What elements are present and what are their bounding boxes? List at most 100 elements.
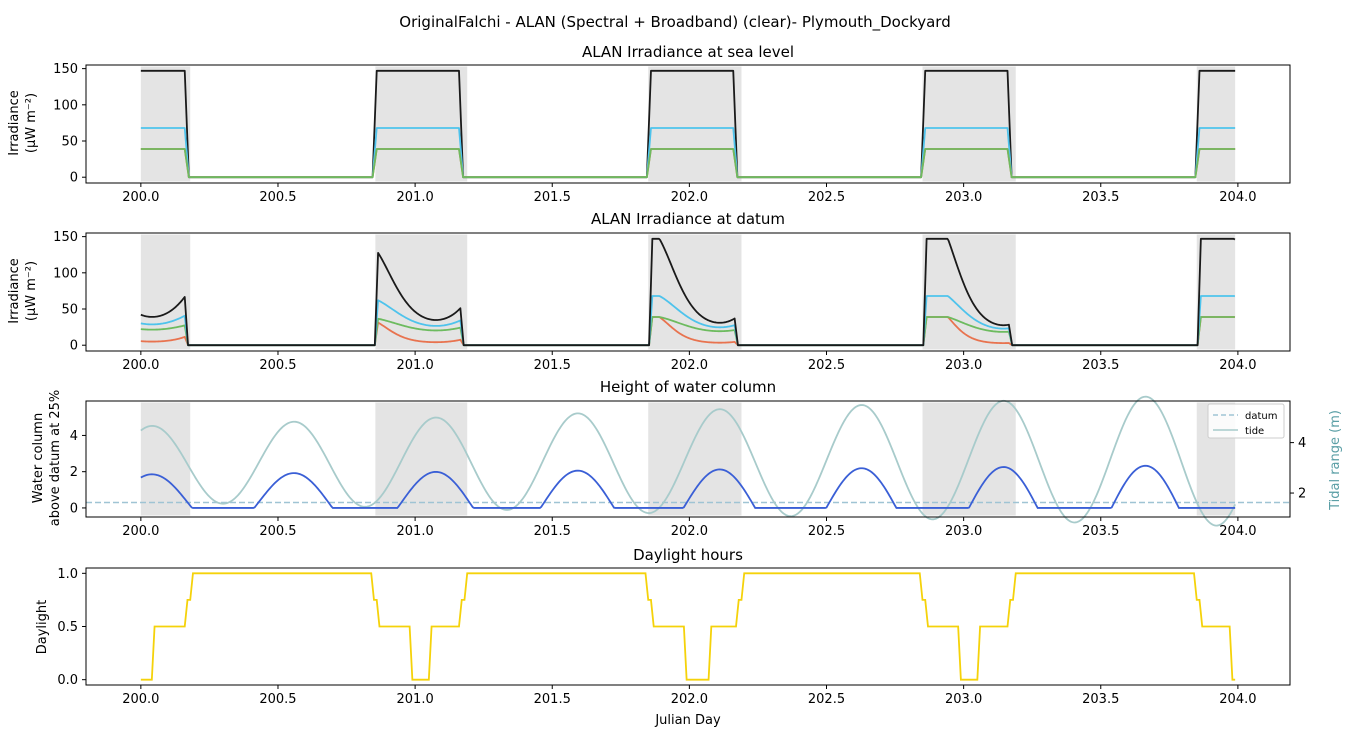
night-shade-1-2 <box>648 234 742 350</box>
night-shade-0-0 <box>140 66 191 182</box>
x-tick-label-1-6: 203.0 <box>945 358 982 373</box>
panel-title-datum: ALAN Irradiance at datum <box>591 210 785 228</box>
panel-title-daylight: Daylight hours <box>633 546 743 564</box>
night-shade-2-0 <box>140 402 191 516</box>
series-tidal-range <box>140 395 1236 527</box>
night-shade-0-2 <box>648 66 742 182</box>
y-axis-label-sea-level: Irradiance <box>7 90 22 155</box>
legend-tide-label: tide <box>1245 426 1264 437</box>
y-tick-label-2-1: 2 <box>70 465 78 480</box>
y-axis-label2-water-column: above datum at 25% <box>48 390 63 526</box>
x-tick-label-1-5: 202.5 <box>808 358 845 373</box>
right-tick-label-1: 4 <box>1298 436 1306 451</box>
y-tick-label-3-2: 1.0 <box>57 567 78 582</box>
panel-datum: ALAN Irradiance at datum Irradiance (μW … <box>7 210 1291 373</box>
legend-datum-label: datum <box>1245 411 1277 422</box>
panel-title-sea-level: ALAN Irradiance at sea level <box>582 43 794 61</box>
night-shade-0-1 <box>375 66 468 182</box>
night-shade-1-4 <box>1196 234 1236 350</box>
panel-daylight: Daylight hours Daylight Julian Day 200.0… <box>35 546 1291 728</box>
x-tick-label-0-6: 203.0 <box>945 190 982 205</box>
x-tick-label-1-1: 200.5 <box>259 358 296 373</box>
night-shade-0-4 <box>1196 66 1236 182</box>
x-tick-label-2-6: 203.0 <box>945 524 982 539</box>
x-tick-label-1-7: 203.5 <box>1082 358 1119 373</box>
figure-suptitle: OriginalFalchi - ALAN (Spectral + Broadb… <box>399 13 950 32</box>
night-shade-group-water <box>140 402 1236 516</box>
x-tick-label-2-0: 200.0 <box>122 524 159 539</box>
y-axis-label-daylight: Daylight <box>35 600 50 654</box>
x-tick-label-1-8: 204.0 <box>1219 358 1256 373</box>
x-tick-label-2-3: 201.5 <box>534 524 571 539</box>
x-tick-label-0-7: 203.5 <box>1082 190 1119 205</box>
x-tick-label-3-6: 203.0 <box>945 692 982 707</box>
y-tick-label-2-0: 0 <box>70 501 78 516</box>
axes-frame-0 <box>85 64 1291 184</box>
night-shade-1-3 <box>922 234 1016 350</box>
panel-water-column: Height of water column Water column abov… <box>31 378 1343 539</box>
x-tick-label-3-3: 201.5 <box>534 692 571 707</box>
y-axis-label-water-column: Water column <box>31 413 46 503</box>
y-tick-label-0-3: 150 <box>53 62 78 77</box>
x-tick-label-1-4: 202.0 <box>671 358 708 373</box>
y-tick-label-0-1: 50 <box>61 135 78 150</box>
y-tick-label-1-3: 150 <box>53 230 78 245</box>
x-tick-label-2-5: 202.5 <box>808 524 845 539</box>
axes-frame-2 <box>85 400 1291 518</box>
panel-sea-level: ALAN Irradiance at sea level Irradiance … <box>7 43 1291 205</box>
y-tick-label-3-1: 0.5 <box>57 620 78 635</box>
series-datum-green <box>140 316 1235 347</box>
right-axis-label-tidal-range: Tidal range (m) <box>1328 410 1343 511</box>
series-sea-level-green <box>140 148 1236 179</box>
y-tick-label-0-0: 0 <box>70 171 78 186</box>
series-daylight <box>140 572 1236 681</box>
x-tick-label-0-4: 202.0 <box>671 190 708 205</box>
right-tick-label-0: 2 <box>1298 487 1306 502</box>
x-tick-label-3-4: 202.0 <box>671 692 708 707</box>
y-tick-label-2-2: 4 <box>70 429 78 444</box>
y-tick-label-0-2: 100 <box>53 98 78 113</box>
night-shade-0-3 <box>922 66 1016 182</box>
x-tick-label-3-7: 203.5 <box>1082 692 1119 707</box>
series-water-column <box>140 464 1236 509</box>
x-tick-label-2-2: 201.0 <box>397 524 434 539</box>
axes-frame-1 <box>85 232 1291 352</box>
y-tick-label-1-0: 0 <box>70 339 78 354</box>
x-tick-label-3-5: 202.5 <box>808 692 845 707</box>
night-shade-2-1 <box>375 402 468 516</box>
series-datum-red <box>140 316 1236 347</box>
series-datum-broadband <box>140 237 1236 347</box>
x-tick-label-0-1: 200.5 <box>259 190 296 205</box>
x-tick-label-3-8: 204.0 <box>1219 692 1256 707</box>
x-tick-label-3-0: 200.0 <box>122 692 159 707</box>
x-tick-label-3-2: 201.0 <box>397 692 434 707</box>
axes-frame-3 <box>85 567 1291 686</box>
y-axis-unit-datum: (μW m⁻²) <box>24 261 39 321</box>
x-tick-label-0-5: 202.5 <box>808 190 845 205</box>
x-tick-label-0-2: 201.0 <box>397 190 434 205</box>
night-shade-1-1 <box>375 234 468 350</box>
x-tick-label-0-8: 204.0 <box>1219 190 1256 205</box>
x-tick-label-2-7: 203.5 <box>1082 524 1119 539</box>
y-tick-label-1-1: 50 <box>61 303 78 318</box>
x-tick-label-1-2: 201.0 <box>397 358 434 373</box>
y-axis-unit-sea-level: (μW m⁻²) <box>24 93 39 153</box>
night-shade-2-2 <box>648 402 742 516</box>
x-tick-label-2-8: 204.0 <box>1219 524 1256 539</box>
y-tick-label-3-0: 0.0 <box>57 673 78 688</box>
x-tick-label-3-1: 200.5 <box>259 692 296 707</box>
x-tick-label-1-0: 200.0 <box>122 358 159 373</box>
legend: datum tide <box>1207 403 1285 439</box>
x-axis-label-julian-day: Julian Day <box>654 713 721 728</box>
panel-title-water-column: Height of water column <box>600 378 776 396</box>
series-datum-blue <box>140 295 1236 347</box>
y-tick-label-1-2: 100 <box>53 266 78 281</box>
x-tick-label-2-1: 200.5 <box>259 524 296 539</box>
y-axis-label-datum: Irradiance <box>7 258 22 323</box>
x-tick-label-2-4: 202.0 <box>671 524 708 539</box>
x-tick-label-0-0: 200.0 <box>122 190 159 205</box>
night-shade-1-0 <box>140 234 191 350</box>
x-tick-label-1-3: 201.5 <box>534 358 571 373</box>
x-tick-label-0-3: 201.5 <box>534 190 571 205</box>
